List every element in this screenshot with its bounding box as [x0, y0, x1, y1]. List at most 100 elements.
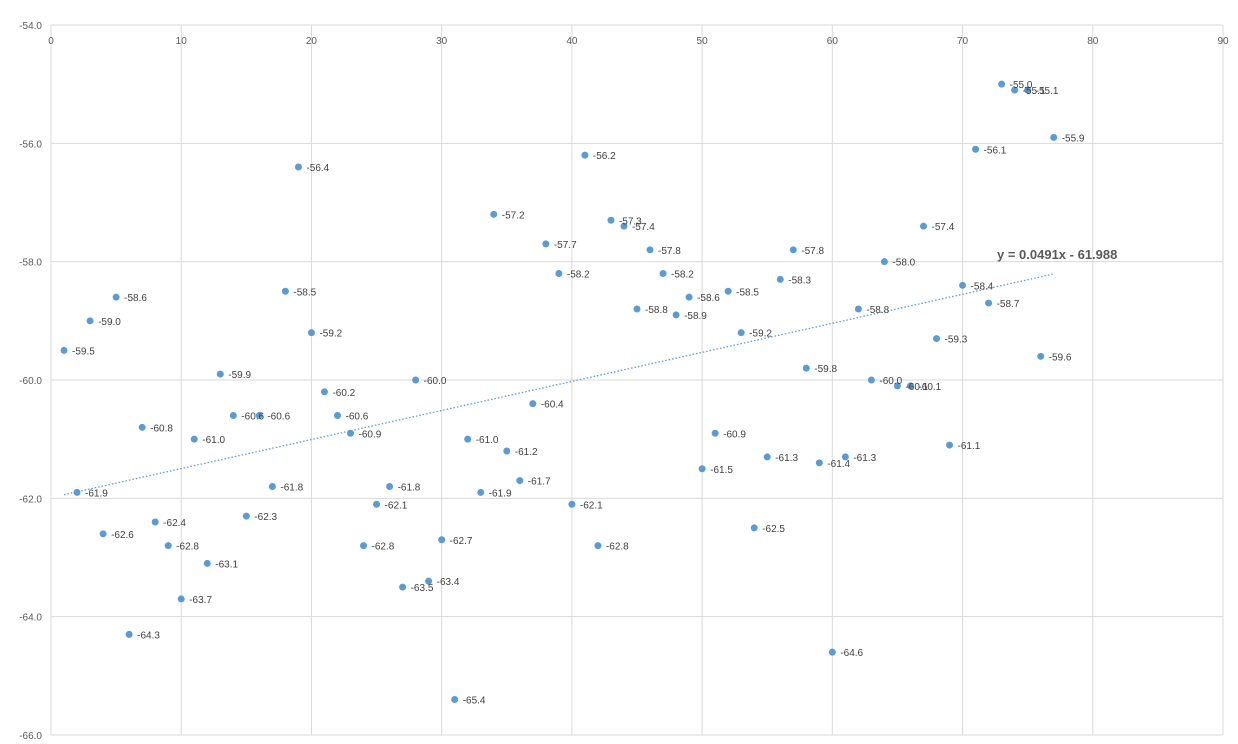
trendline-equation: y = 0.0491x - 61.988 [997, 247, 1117, 262]
data-label: -60.0 [424, 376, 447, 387]
data-point [268, 483, 276, 490]
data-label: -62.3 [254, 512, 277, 523]
data-point [828, 648, 836, 656]
data-point [164, 542, 172, 550]
data-label: -55.1 [1023, 86, 1046, 97]
data-point [347, 429, 355, 437]
data-label: -58.8 [645, 305, 668, 316]
data-label: -63.4 [437, 577, 460, 588]
data-point [412, 376, 420, 384]
trendline [63, 273, 1054, 496]
data-point [360, 542, 368, 550]
trendline-group: y = 0.0491x - 61.988 [63, 247, 1117, 496]
data-label: -62.8 [372, 542, 395, 553]
data-point [373, 500, 381, 508]
x-tick-label: 40 [566, 36, 578, 47]
x-tick-label: 20 [306, 36, 318, 47]
data-point [854, 305, 862, 313]
data-label: -58.0 [892, 258, 915, 269]
data-point [1011, 86, 1019, 94]
data-label: -60.8 [150, 423, 173, 434]
y-tick-label: -66.0 [19, 731, 42, 742]
data-label: -63.1 [215, 559, 238, 570]
data-point [216, 370, 224, 378]
data-point [138, 423, 146, 431]
data-label: -57.4 [931, 222, 954, 233]
data-point [893, 382, 901, 390]
data-label: -62.8 [606, 542, 629, 553]
data-label: -58.7 [997, 299, 1020, 310]
y-tick-label: -60.0 [19, 376, 42, 387]
data-label: -57.3 [619, 216, 642, 227]
data-point [477, 488, 485, 496]
data-label: -58.2 [671, 270, 694, 281]
data-point [672, 311, 680, 319]
data-point [659, 270, 667, 277]
data-point [242, 512, 250, 520]
data-label: -59.8 [814, 364, 837, 375]
data-label: -56.2 [593, 151, 616, 162]
data-point [86, 317, 94, 325]
x-tick-label: 80 [1087, 36, 1099, 47]
data-label: -62.7 [450, 536, 473, 547]
data-label: -59.5 [72, 346, 95, 357]
data-label: -61.0 [202, 435, 225, 446]
data-label: -58.6 [697, 293, 720, 304]
data-point [73, 488, 81, 496]
data-point [542, 240, 550, 248]
data-label: -59.3 [945, 335, 968, 346]
data-point [633, 305, 641, 313]
y-tick-label: -58.0 [19, 258, 42, 269]
data-point [972, 145, 980, 153]
data-point [959, 281, 967, 289]
data-label: -58.9 [684, 311, 707, 322]
data-point [646, 246, 654, 254]
data-point [151, 518, 159, 526]
data-point [555, 270, 563, 277]
data-point [711, 429, 719, 437]
data-label: -60.2 [332, 388, 355, 399]
data-point [841, 453, 849, 461]
data-label: -62.1 [385, 500, 408, 511]
data-point [516, 477, 524, 485]
data-point [438, 536, 446, 544]
data-label: -61.4 [827, 459, 850, 470]
data-point [880, 258, 888, 266]
data-label: -62.4 [163, 518, 186, 529]
data-label: -63.7 [189, 595, 212, 606]
data-points [60, 80, 1058, 703]
data-point [60, 346, 68, 354]
x-tick-label: 90 [1217, 36, 1229, 47]
data-label: -61.8 [280, 483, 303, 494]
data-point [919, 222, 927, 230]
y-tick-label: -64.0 [19, 613, 42, 624]
data-label: -62.6 [111, 530, 134, 541]
x-tick-label: 10 [176, 36, 188, 47]
data-label: -61.8 [398, 483, 421, 494]
data-point [1037, 352, 1045, 360]
data-label: -55.0 [1010, 80, 1033, 91]
data-point [698, 465, 706, 473]
data-point [125, 630, 133, 638]
data-label: -61.3 [775, 453, 798, 464]
x-tick-label: 70 [957, 36, 969, 47]
data-point [594, 542, 602, 550]
x-tick-label: 30 [436, 36, 448, 47]
data-point [568, 500, 576, 508]
data-point [294, 163, 302, 171]
data-label: -57.7 [554, 240, 577, 251]
data-label: -58.2 [567, 270, 590, 281]
data-label: -61.0 [476, 435, 499, 446]
data-point [333, 412, 341, 419]
x-tick-label: 0 [48, 36, 54, 47]
data-point [307, 329, 315, 337]
data-label: -61.5 [710, 465, 733, 476]
data-label: -58.6 [124, 293, 147, 304]
data-label: -58.3 [788, 275, 811, 286]
data-point [320, 388, 328, 396]
data-point [281, 287, 289, 295]
data-point [464, 435, 472, 443]
data-label: -59.0 [98, 317, 121, 328]
data-point [815, 459, 823, 467]
data-label: -61.1 [958, 441, 981, 452]
